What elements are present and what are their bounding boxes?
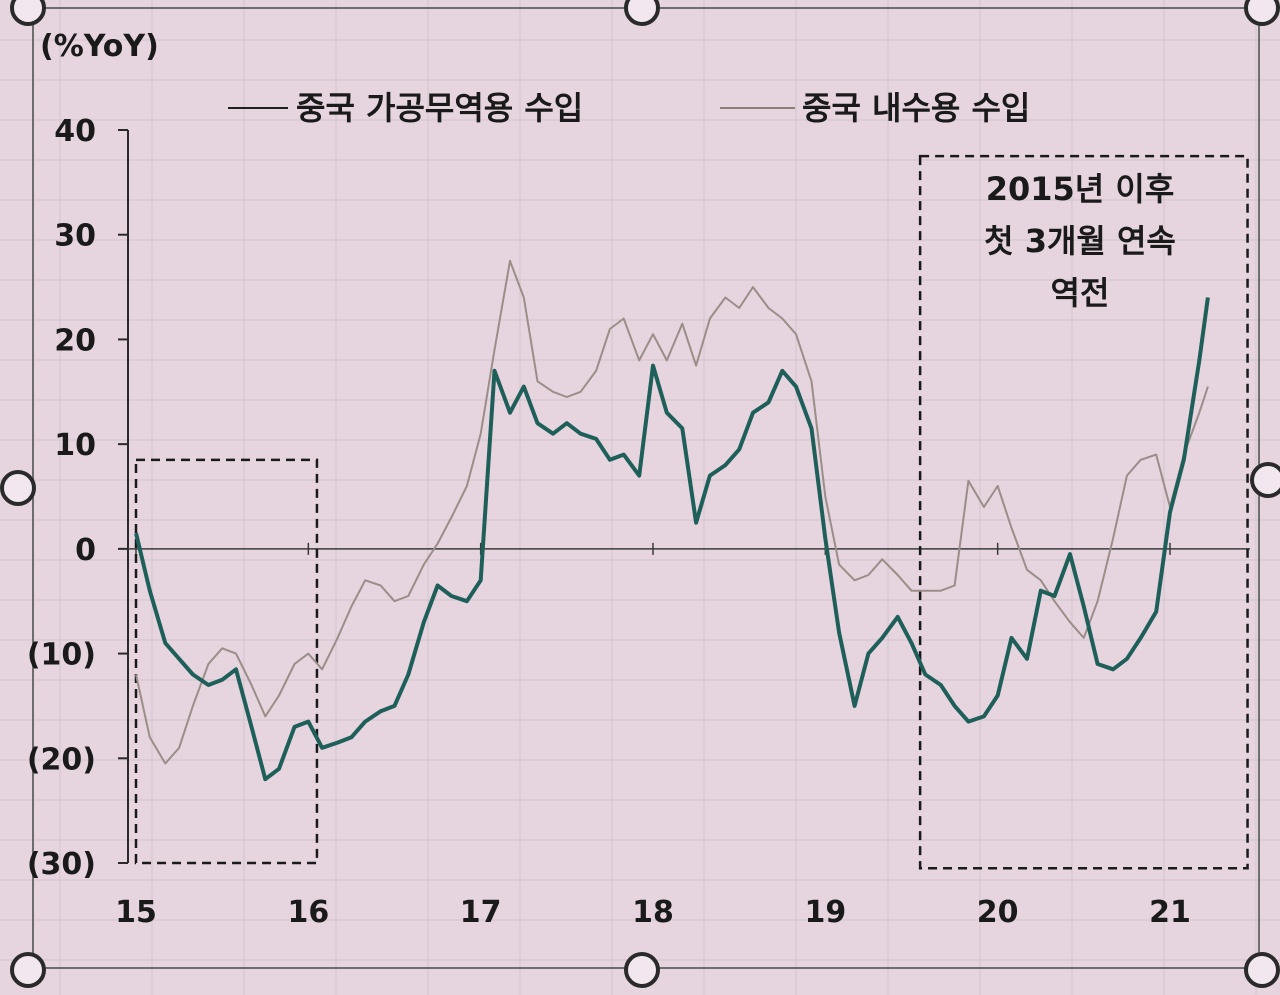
y-tick-label: 20	[54, 323, 96, 358]
annotation-line-1: 2015년 이후	[986, 170, 1175, 208]
y-axis-unit-label: (%YoY)	[40, 29, 159, 64]
y-tick-label: 40	[54, 114, 96, 149]
x-tick-label: 19	[804, 895, 846, 930]
y-tick-label: (20)	[27, 742, 96, 777]
x-tick-label: 20	[977, 895, 1019, 930]
x-tick-label: 16	[287, 895, 329, 930]
x-tick-label: 18	[632, 895, 674, 930]
resize-handle-top-center[interactable]	[624, 0, 660, 26]
series-line-domestic-demand	[135, 259, 1209, 765]
y-tick-label: 10	[54, 428, 96, 463]
highlight-boxes	[134, 154, 1249, 870]
y-axis: 40 30 20 10 0 (10) (20) (30)	[27, 114, 129, 882]
resize-handle-bottom-center[interactable]	[624, 952, 660, 988]
resize-handle-top-right[interactable]	[1244, 0, 1280, 26]
resize-handle-middle-right[interactable]	[1250, 462, 1280, 498]
annotation-line-3: 역전	[1051, 274, 1110, 312]
y-tick-label: (30)	[27, 847, 96, 882]
legend-label-domestic-demand: 중국 내수용 수입	[802, 89, 1030, 127]
x-axis: 15 16 17 18 19 20 21	[115, 542, 1250, 930]
y-tick-label: 0	[75, 533, 96, 568]
series-layer	[134, 259, 1210, 782]
y-tick-label: (10)	[27, 638, 96, 673]
legend-label-processing-trade: 중국 가공무역용 수입	[296, 89, 583, 127]
resize-handle-bottom-right[interactable]	[1244, 952, 1280, 988]
y-tick-label: 30	[54, 219, 96, 254]
highlight-box	[918, 154, 1249, 870]
annotation-text: 2015년 이후 첫 3개월 연속 역전	[984, 170, 1176, 312]
resize-handle-middle-left[interactable]	[0, 470, 36, 506]
legend: 중국 가공무역용 수입 중국 내수용 수입	[228, 89, 1030, 127]
annotation-line-2: 첫 3개월 연속	[984, 222, 1176, 260]
x-tick-label: 15	[115, 895, 157, 930]
resize-handle-bottom-left[interactable]	[10, 952, 46, 988]
x-tick-label: 21	[1149, 895, 1191, 930]
resize-handle-top-left[interactable]	[10, 0, 46, 26]
highlight-box	[134, 458, 319, 865]
x-tick-label: 17	[460, 895, 502, 930]
series-line-processing-trade	[134, 297, 1210, 782]
